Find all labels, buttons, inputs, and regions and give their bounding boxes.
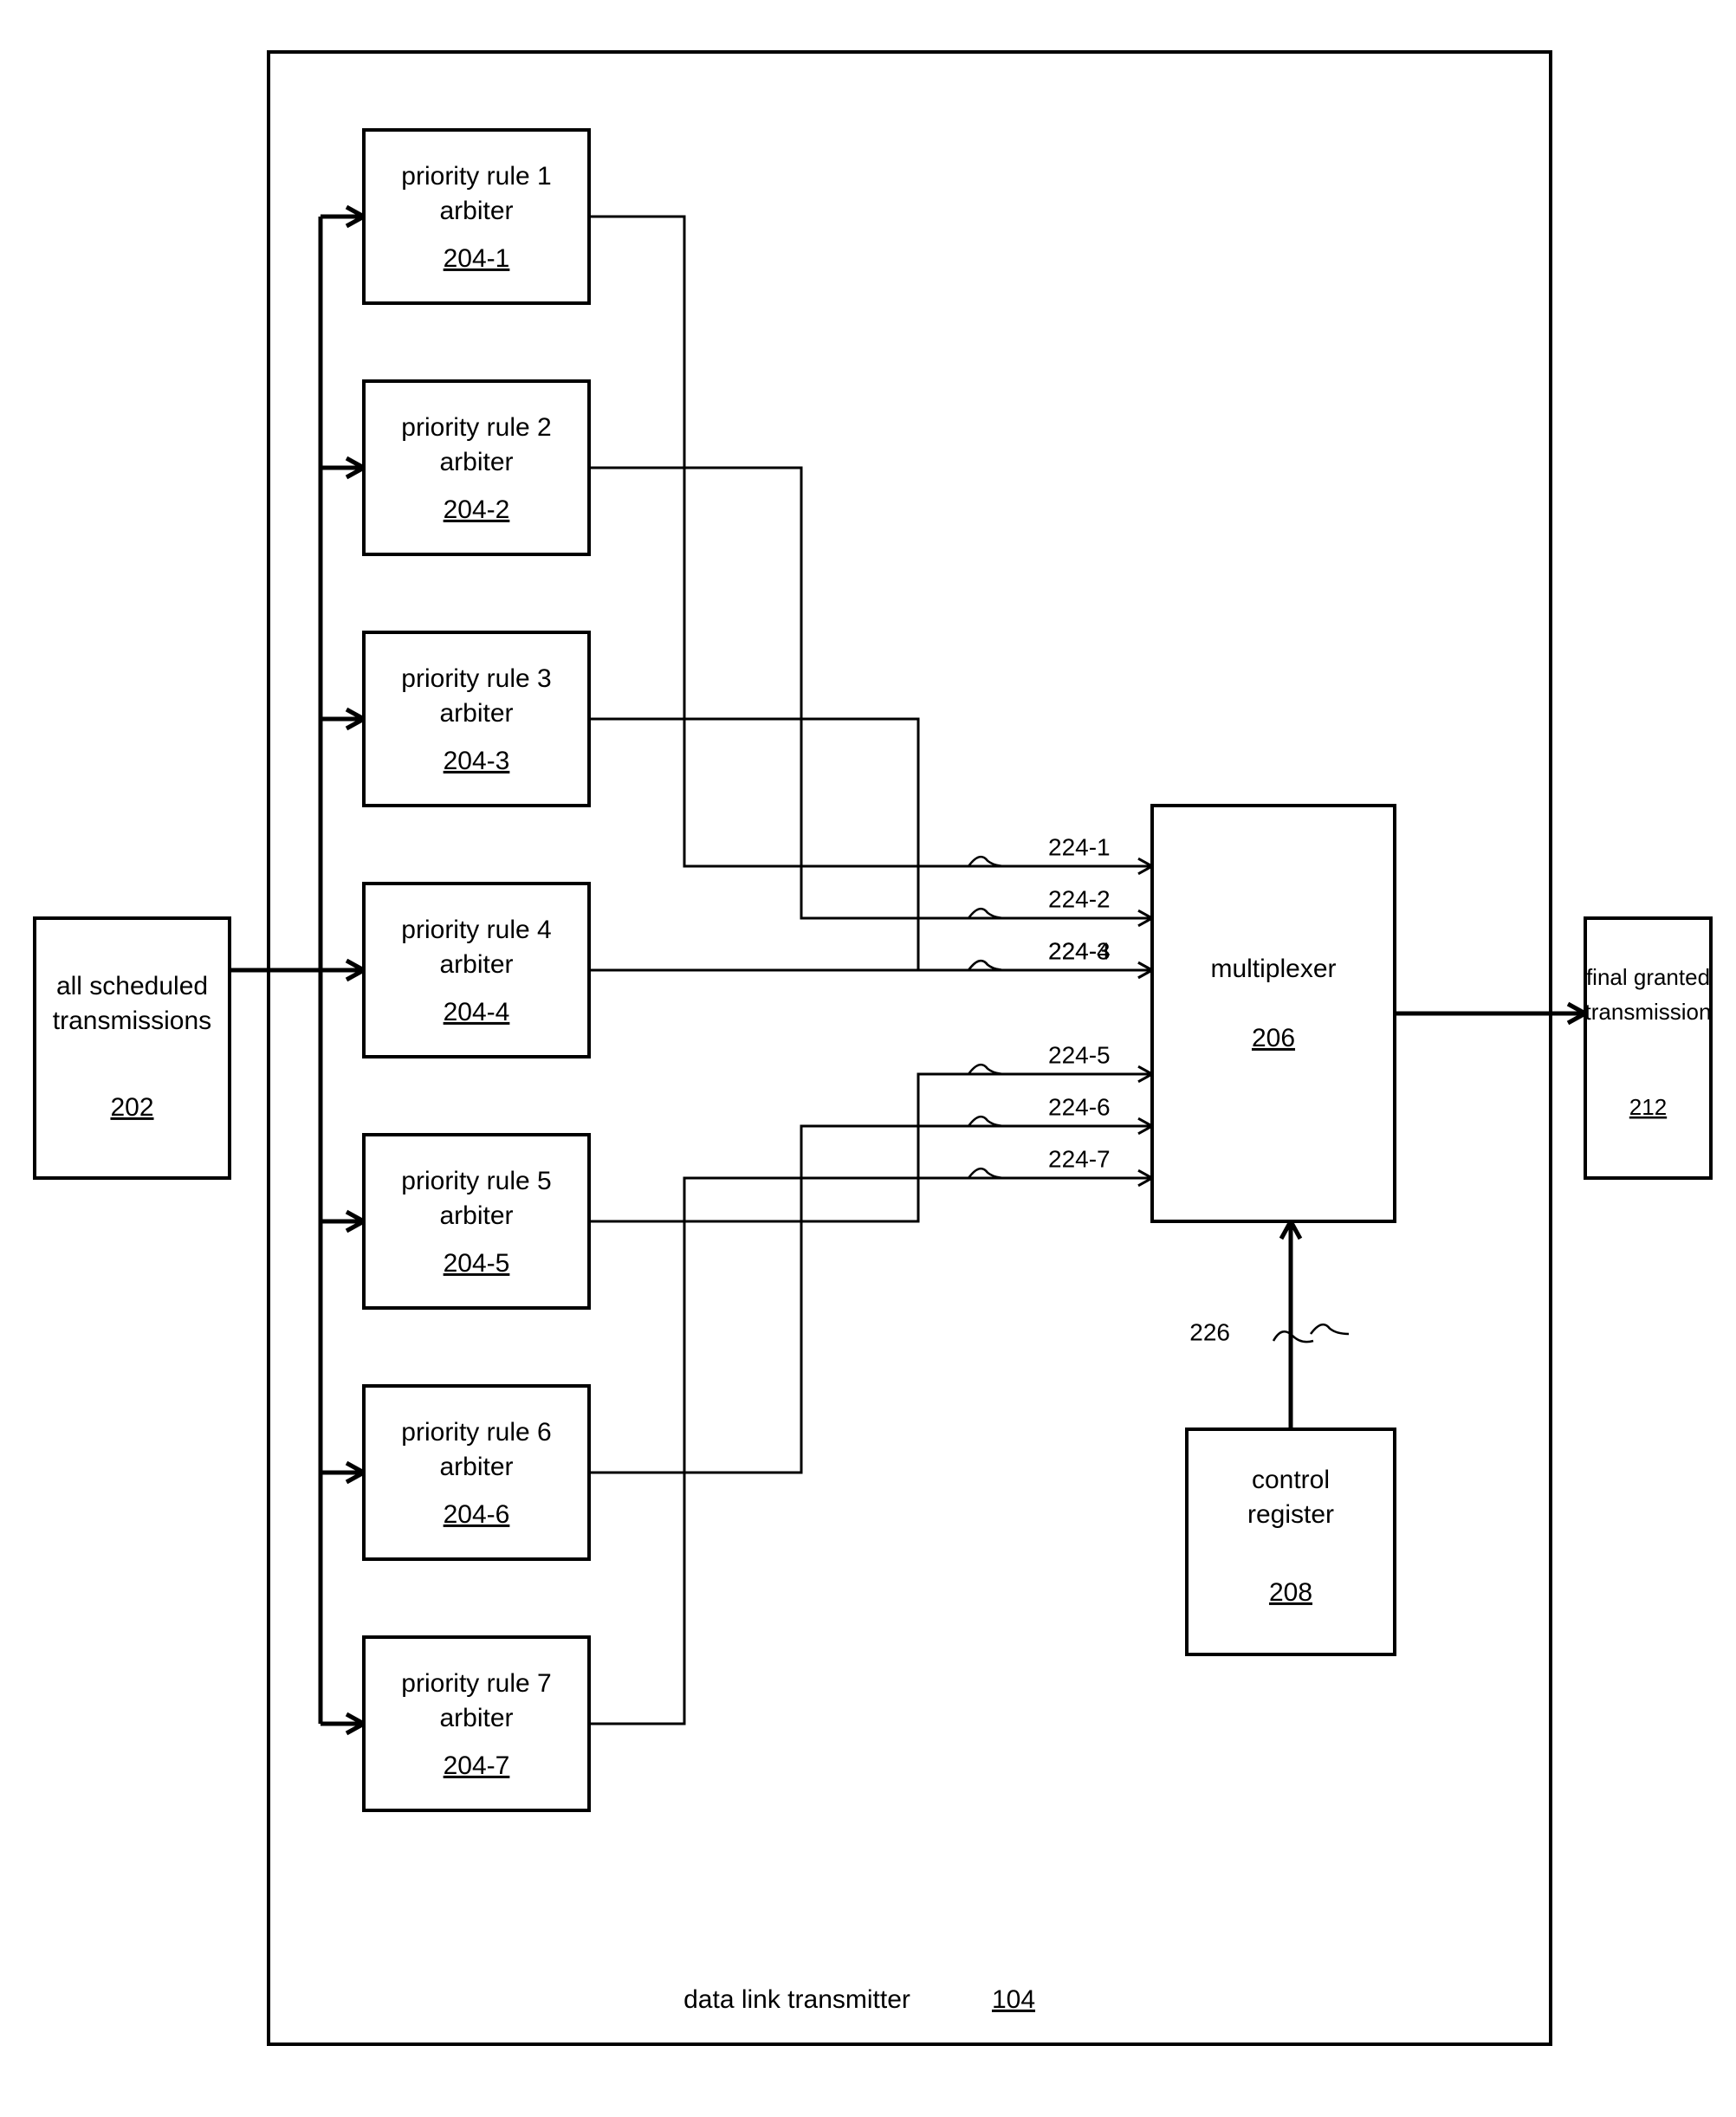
- svg-text:arbiter: arbiter: [439, 1453, 513, 1481]
- svg-text:arbiter: arbiter: [439, 448, 513, 476]
- svg-text:arbiter: arbiter: [439, 197, 513, 225]
- svg-text:224-5: 224-5: [1048, 1041, 1111, 1068]
- svg-text:control: control: [1252, 1466, 1330, 1494]
- all-scheduled-transmissions-box: [35, 918, 230, 1178]
- svg-text:transmission: transmission: [1585, 999, 1712, 1025]
- svg-text:priority rule 5: priority rule 5: [401, 1167, 551, 1195]
- svg-text:204-4: 204-4: [444, 998, 510, 1026]
- svg-text:104: 104: [992, 1985, 1035, 2014]
- svg-text:final granted: final granted: [1586, 964, 1710, 990]
- block-diagram: 224-1224-2224-3224-4224-5224-6224-7226al…: [0, 0, 1736, 2117]
- svg-text:204-1: 204-1: [444, 244, 510, 273]
- svg-text:224-2: 224-2: [1048, 885, 1111, 912]
- svg-text:208: 208: [1269, 1578, 1312, 1607]
- svg-text:204-3: 204-3: [444, 747, 510, 775]
- svg-text:202: 202: [110, 1093, 153, 1122]
- svg-text:multiplexer: multiplexer: [1210, 955, 1336, 983]
- svg-text:register: register: [1247, 1500, 1334, 1529]
- svg-text:arbiter: arbiter: [439, 1704, 513, 1732]
- svg-text:224-7: 224-7: [1048, 1145, 1111, 1172]
- svg-text:priority rule 6: priority rule 6: [401, 1418, 551, 1447]
- svg-text:arbiter: arbiter: [439, 699, 513, 728]
- svg-text:212: 212: [1629, 1094, 1667, 1120]
- svg-text:224-4: 224-4: [1048, 937, 1111, 964]
- svg-text:arbiter: arbiter: [439, 950, 513, 979]
- multiplexer-box: [1152, 806, 1395, 1221]
- svg-text:224-6: 224-6: [1048, 1093, 1111, 1120]
- svg-text:transmissions: transmissions: [53, 1007, 211, 1035]
- svg-text:204-2: 204-2: [444, 495, 510, 524]
- svg-text:204-7: 204-7: [444, 1751, 510, 1780]
- svg-text:arbiter: arbiter: [439, 1201, 513, 1230]
- svg-text:data link transmitter: data link transmitter: [683, 1985, 910, 2014]
- svg-text:priority rule 3: priority rule 3: [401, 664, 551, 693]
- diagram-root: 224-1224-2224-3224-4224-5224-6224-7226al…: [0, 0, 1736, 2117]
- svg-text:all scheduled: all scheduled: [56, 972, 208, 1000]
- svg-text:204-6: 204-6: [444, 1500, 510, 1529]
- svg-text:priority rule 1: priority rule 1: [401, 162, 551, 191]
- svg-text:priority rule 4: priority rule 4: [401, 916, 551, 944]
- svg-text:224-1: 224-1: [1048, 833, 1111, 860]
- svg-text:204-5: 204-5: [444, 1249, 510, 1278]
- svg-text:206: 206: [1252, 1024, 1295, 1052]
- svg-text:226: 226: [1189, 1318, 1230, 1345]
- control-register-box: [1187, 1429, 1395, 1654]
- svg-text:priority rule 2: priority rule 2: [401, 413, 551, 442]
- final-granted-transmission-box: [1585, 918, 1711, 1178]
- svg-text:priority rule 7: priority rule 7: [401, 1669, 551, 1698]
